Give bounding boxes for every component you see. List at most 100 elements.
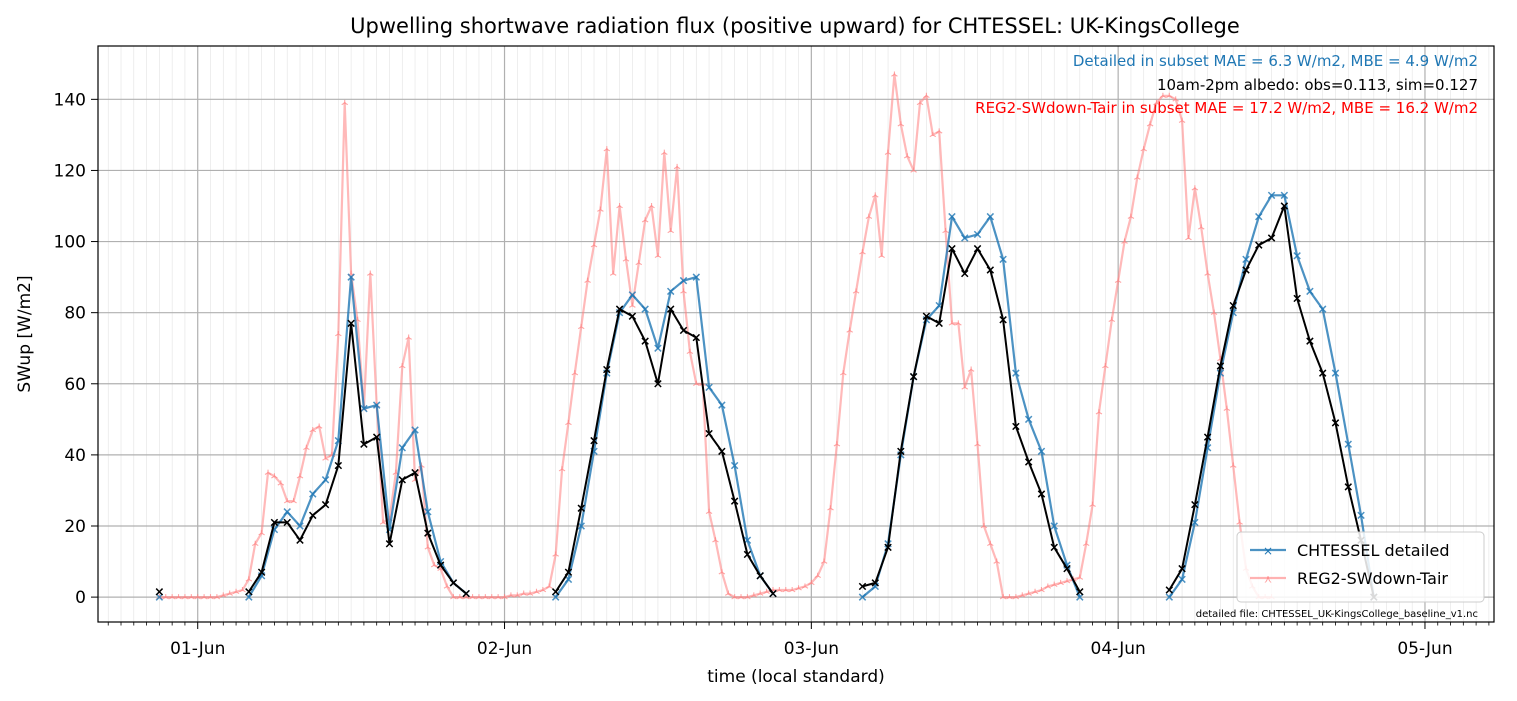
data-point	[251, 540, 259, 547]
data-point	[277, 480, 285, 486]
data-point	[1127, 213, 1135, 219]
data-point	[571, 370, 579, 376]
data-point	[270, 518, 279, 527]
data-point	[667, 227, 675, 234]
data-point	[181, 594, 189, 600]
data-point	[162, 594, 170, 600]
data-point	[641, 217, 649, 223]
data-point	[769, 589, 777, 598]
data-point	[705, 429, 713, 438]
data-point	[1172, 96, 1179, 102]
data-point	[533, 588, 540, 595]
data-point	[1031, 588, 1039, 595]
data-point	[200, 594, 208, 600]
plot-frame	[97, 45, 1495, 623]
data-point	[1280, 191, 1289, 200]
data-point	[590, 242, 598, 248]
data-point	[1178, 117, 1186, 123]
data-point	[545, 583, 553, 589]
data-point	[372, 433, 381, 441]
x-tick-label: 03-Jun	[784, 639, 839, 659]
data-point	[194, 594, 201, 600]
data-point	[296, 536, 304, 544]
data-point	[360, 440, 368, 448]
data-point	[271, 473, 278, 479]
data-point	[916, 99, 924, 106]
data-point	[718, 447, 726, 456]
chart-title: Upwelling shortwave radiation flux (posi…	[350, 14, 1240, 38]
data-point	[309, 490, 317, 498]
data-point	[1044, 583, 1052, 589]
data-point	[679, 326, 688, 335]
data-point	[245, 588, 253, 596]
data-point	[948, 244, 956, 253]
data-point	[1191, 185, 1199, 191]
data-point	[1082, 540, 1090, 547]
data-point	[852, 288, 860, 294]
data-point	[999, 316, 1007, 324]
data-point	[296, 522, 304, 530]
data-point	[1255, 241, 1263, 249]
data-point	[1037, 490, 1046, 498]
data-point	[661, 149, 668, 155]
data-point	[603, 365, 611, 374]
annotation-albedo: 10am-2pm albedo: obs=0.113, sim=0.127	[1157, 76, 1478, 94]
series-observed	[155, 202, 1378, 601]
data-point	[577, 504, 585, 512]
data-point	[1204, 270, 1211, 276]
data-point	[283, 508, 291, 516]
data-point	[705, 383, 713, 392]
legend-marker-reg2: ⋏	[1264, 573, 1272, 586]
data-point	[961, 234, 969, 242]
data-point	[239, 587, 246, 593]
data-point	[1050, 522, 1058, 530]
data-point	[1210, 309, 1218, 315]
data-point	[744, 594, 751, 600]
data-point	[1318, 305, 1327, 313]
data-point	[424, 508, 432, 516]
data-point	[654, 344, 662, 352]
data-point	[840, 370, 847, 376]
data-point	[986, 266, 995, 274]
data-point	[1185, 235, 1192, 241]
data-point	[367, 270, 374, 276]
data-point	[980, 523, 988, 529]
data-point	[820, 558, 828, 564]
data-point	[1159, 92, 1167, 99]
data-point	[622, 256, 630, 262]
data-point	[884, 543, 892, 552]
data-point	[705, 508, 713, 515]
data-point	[283, 498, 291, 504]
data-point	[935, 319, 943, 328]
x-axis-label: time (local standard)	[707, 667, 885, 687]
data-point	[1076, 593, 1084, 601]
x-tick-label: 01-Jun	[170, 639, 225, 659]
data-point	[257, 568, 266, 576]
data-point	[385, 540, 394, 548]
legend-marker-chtessel: ×	[1263, 544, 1273, 558]
data-point	[501, 594, 508, 600]
data-point	[795, 585, 802, 591]
data-point	[335, 331, 342, 337]
data-point	[309, 511, 317, 520]
major-grid	[98, 46, 1494, 622]
data-point	[1203, 433, 1212, 441]
data-point	[641, 337, 649, 345]
data-point	[923, 92, 930, 99]
data-point	[1344, 483, 1352, 491]
data-point	[973, 230, 982, 239]
data-point	[1038, 587, 1045, 593]
data-point	[469, 594, 476, 600]
data-point	[360, 404, 368, 413]
data-point	[424, 544, 432, 550]
data-point	[737, 594, 745, 600]
data-point	[891, 71, 898, 77]
data-point	[986, 212, 995, 221]
data-point	[1357, 511, 1365, 520]
data-point	[788, 587, 796, 593]
legend-label-chtessel: CHTESSEL detailed	[1297, 541, 1449, 560]
data-point	[207, 594, 214, 600]
data-point	[539, 587, 547, 593]
data-point	[1242, 255, 1250, 264]
x-axis: 01-Jun 02-Jun 03-Jun 04-Jun 05-Jun	[107, 622, 1490, 659]
